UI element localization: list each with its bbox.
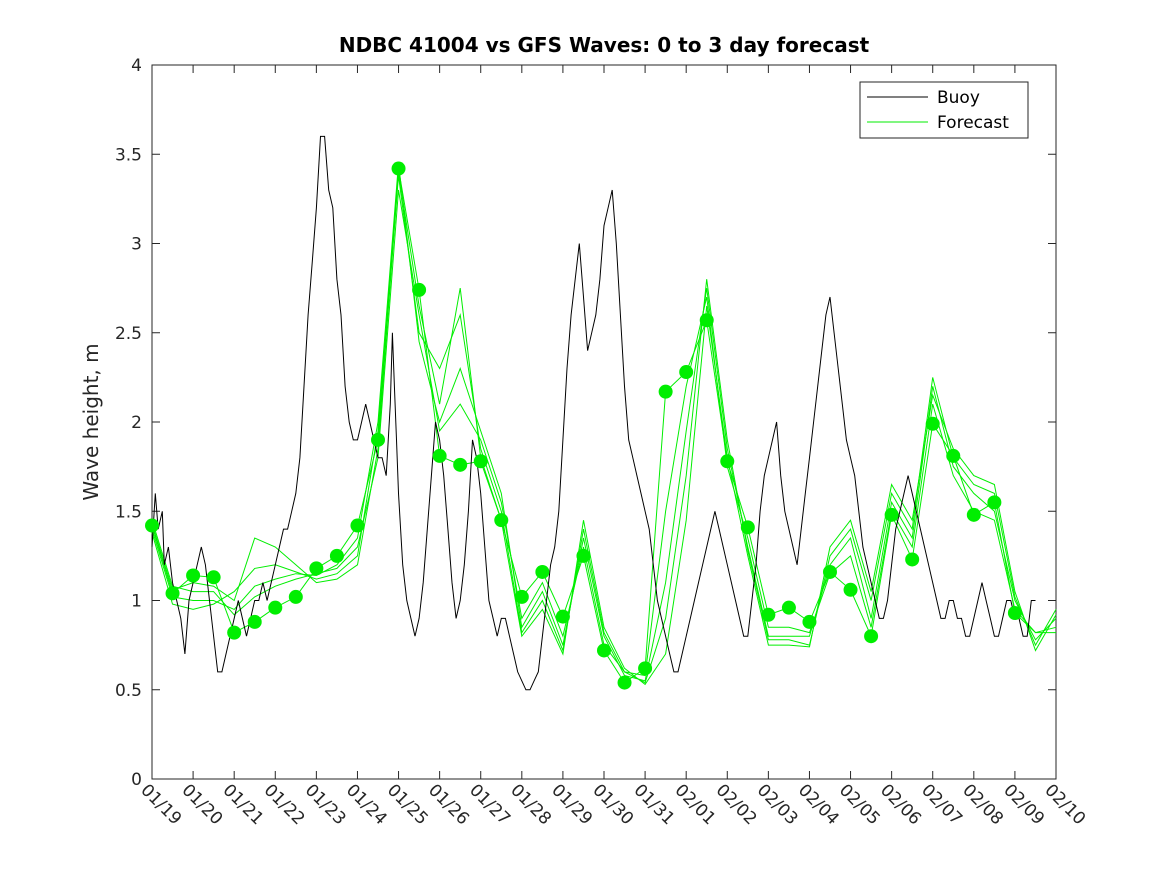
forecast-marker xyxy=(925,416,940,431)
forecast-line-run-4 xyxy=(151,175,1057,684)
legend-box xyxy=(859,81,1029,139)
y-tick-label: 1 xyxy=(131,592,142,612)
y-tick-label: 2 xyxy=(131,413,142,433)
forecast-marker xyxy=(658,384,673,399)
forecast-marker xyxy=(987,495,1002,510)
y-tick-label: 3.5 xyxy=(115,145,142,165)
forecast-marker xyxy=(165,586,180,601)
y-tick-label: 1.5 xyxy=(115,502,142,522)
forecast-marker xyxy=(309,561,324,576)
forecast-marker xyxy=(597,643,611,658)
forecast-marker xyxy=(186,568,201,583)
forecast-marker xyxy=(206,570,221,585)
forecast-marker xyxy=(329,548,344,563)
forecast-marker xyxy=(145,518,159,533)
forecast-line-run-5 xyxy=(151,172,1057,686)
y-tick-label: 0 xyxy=(131,770,142,790)
forecast-marker xyxy=(1007,605,1022,620)
legend: Buoy Forecast xyxy=(859,81,1029,139)
forecast-marker xyxy=(884,507,899,522)
forecast-marker xyxy=(473,454,488,469)
forecast-marker xyxy=(247,614,262,629)
forecast-marker xyxy=(905,552,920,567)
legend-forecast-label: Forecast xyxy=(937,113,1009,133)
forecast-marker xyxy=(617,675,632,690)
buoy-line xyxy=(151,135,1036,691)
forecast-marker xyxy=(843,582,858,597)
forecast-marker xyxy=(720,454,735,469)
forecast-marker xyxy=(391,161,406,176)
forecast-marker xyxy=(966,507,981,522)
forecast-marker xyxy=(823,564,837,579)
y-axis-label: Wave height, m xyxy=(79,343,103,500)
forecast-marker xyxy=(699,313,714,328)
forecast-marker xyxy=(740,520,755,535)
forecast-marker xyxy=(288,589,303,604)
y-tick-label: 0.5 xyxy=(115,681,142,701)
forecast-marker xyxy=(802,614,817,629)
forecast-marker xyxy=(453,457,468,472)
y-tick-label: 2.5 xyxy=(115,324,142,344)
forecast-marker xyxy=(781,600,796,615)
forecast-marker xyxy=(679,365,694,380)
forecast-marker xyxy=(412,282,427,297)
forecast-marker xyxy=(946,448,961,463)
y-axis: 0 0.5 1 1.5 2 2.5 3 3.5 4 xyxy=(115,56,1056,790)
forecast-marker xyxy=(268,600,283,615)
buoy-series xyxy=(151,135,1036,691)
forecast-marker xyxy=(535,564,550,579)
forecast-markers xyxy=(145,161,1022,690)
plot-area xyxy=(151,64,1057,780)
forecast-marker xyxy=(576,548,591,563)
forecast-marker xyxy=(350,518,365,533)
y-tick-label: 4 xyxy=(131,56,142,76)
forecast-marker xyxy=(864,629,879,644)
forecast-marker xyxy=(761,607,776,622)
forecast-marker xyxy=(514,589,529,604)
y-tick-label: 3 xyxy=(131,235,142,255)
forecast-marker xyxy=(555,609,570,624)
forecast-marker xyxy=(371,432,385,447)
legend-buoy-label: Buoy xyxy=(937,88,980,108)
forecast-marker xyxy=(432,448,447,463)
forecast-marker xyxy=(638,661,653,676)
forecast-marker xyxy=(227,625,242,640)
chart-title: NDBC 41004 vs GFS Waves: 0 to 3 day fore… xyxy=(339,33,870,57)
forecast-marker xyxy=(494,513,509,528)
